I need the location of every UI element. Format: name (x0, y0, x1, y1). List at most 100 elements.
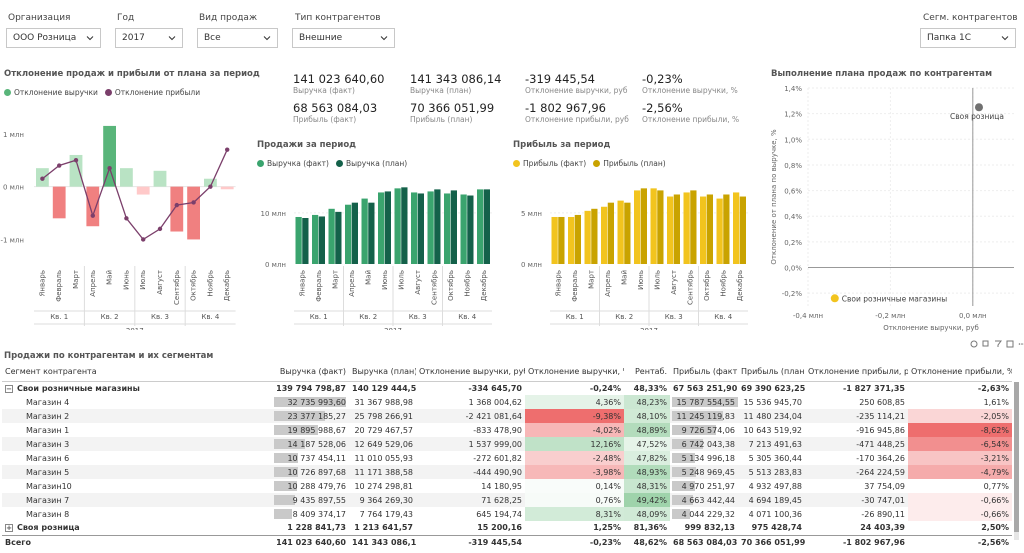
fact-bar[interactable] (361, 198, 368, 264)
table-group-row[interactable]: Всего 141 023 640,60 141 343 086,14 -319 44… (2, 535, 1012, 549)
fact-bar[interactable] (295, 216, 302, 264)
revenue-deviation-bar[interactable] (69, 154, 83, 187)
organization-dropdown[interactable]: ООО Розница (6, 28, 101, 48)
fact-bar[interactable] (601, 206, 608, 264)
profit-deviation-point[interactable] (225, 147, 230, 152)
fact-bar[interactable] (394, 188, 401, 264)
plan-bar[interactable] (739, 196, 746, 264)
revenue-deviation-bar[interactable] (187, 186, 200, 240)
scatter-point[interactable] (974, 103, 983, 112)
fact-bar[interactable] (444, 193, 451, 264)
table-row[interactable]: Магазин 7 9 435 897,55 9 364 269,30 71 628,… (2, 493, 1012, 507)
profit-deviation-point[interactable] (191, 200, 196, 205)
profit-chart[interactable]: 5 млн 0 млн Январь Февраль Март Апрель Май Июнь… (512, 170, 762, 330)
plan-bar[interactable] (351, 202, 358, 264)
plan-bar[interactable] (384, 191, 391, 264)
fact-bar[interactable] (650, 188, 657, 264)
fact-bar[interactable] (411, 192, 418, 264)
fact-bar[interactable] (634, 190, 641, 264)
fact-bar[interactable] (477, 189, 484, 264)
table-row[interactable]: Магазин 8 8 409 374,17 7 764 179,43 645 194… (2, 507, 1012, 521)
revenue-deviation-bar[interactable] (136, 186, 150, 195)
revenue-deviation-bar[interactable] (220, 186, 234, 190)
scatter-chart[interactable]: 1,4% 1,2% 1,0% 0,8% 0,6% 0,4% 0,2% 0,0% -0,2% -0,… (764, 80, 1020, 336)
plan-bar[interactable] (574, 214, 581, 264)
column-header[interactable]: Прибыль (план) (738, 362, 805, 382)
fact-bar[interactable] (667, 196, 674, 264)
table-group-row[interactable]: + Своя розница 1 228 841,73 1 213 641,57 15 … (2, 521, 1012, 535)
fact-bar[interactable] (584, 210, 591, 264)
drill-down-icon[interactable] (970, 340, 978, 348)
profit-deviation-point[interactable] (40, 176, 45, 181)
profit-deviation-point[interactable] (174, 202, 179, 208)
more-options-icon[interactable] (1018, 340, 1024, 348)
profit-deviation-point[interactable] (141, 237, 146, 242)
fact-bar[interactable] (345, 204, 352, 264)
profit-deviation-point[interactable] (73, 158, 79, 163)
fact-bar[interactable] (733, 192, 740, 264)
plan-bar[interactable] (558, 216, 565, 264)
plan-bar[interactable] (624, 202, 631, 264)
plan-bar[interactable] (723, 194, 730, 264)
table-row[interactable]: Магазин 6 10 737 454,11 11 010 055,93 -272 … (2, 451, 1012, 465)
filter-icon[interactable] (994, 340, 1002, 348)
column-header[interactable]: Отклонение прибыли, руб (805, 362, 908, 382)
table-row[interactable]: Магазин 2 23 377 185,27 25 798 266,91 -2 42… (2, 409, 1012, 423)
fact-bar[interactable] (460, 194, 467, 264)
revenue-deviation-bar[interactable] (120, 168, 133, 187)
scatter-point[interactable] (830, 294, 839, 303)
scrollbar-thumb[interactable] (1014, 382, 1019, 532)
plan-bar[interactable] (483, 189, 490, 264)
fact-bar[interactable] (683, 192, 690, 264)
focus-mode-icon[interactable] (1006, 340, 1014, 348)
plan-bar[interactable] (607, 202, 614, 264)
profit-deviation-point[interactable] (57, 163, 62, 168)
plan-bar[interactable] (401, 187, 408, 264)
column-header[interactable]: Отклонение выручки, руб (416, 362, 525, 382)
plan-bar[interactable] (467, 195, 474, 264)
fact-bar[interactable] (568, 216, 575, 264)
revenue-deviation-bar[interactable] (103, 125, 116, 187)
table-row[interactable]: Магазин 3 14 187 528,06 12 649 529,06 1 537… (2, 437, 1012, 451)
profit-deviation-point[interactable] (208, 184, 213, 189)
plan-bar[interactable] (335, 211, 342, 264)
sales-type-dropdown[interactable]: Все (197, 28, 278, 48)
sales-chart[interactable]: 10 млн 0 млн Январь Февраль Март Апрель Май Июн… (256, 170, 506, 330)
revenue-deviation-bar[interactable] (204, 178, 217, 187)
table-row[interactable]: Магазин10 10 288 479,76 10 274 298,81 14 18… (2, 479, 1012, 493)
column-header[interactable]: Выручка (план) (349, 362, 416, 382)
profit-deviation-point[interactable] (90, 213, 96, 218)
revenue-deviation-bar[interactable] (170, 186, 184, 232)
plan-bar[interactable] (640, 188, 647, 264)
fact-bar[interactable] (378, 192, 385, 264)
plan-bar[interactable] (450, 190, 457, 264)
profit-deviation-point[interactable] (157, 226, 163, 232)
column-header[interactable]: Сегмент контрагента (2, 362, 272, 382)
table-scrollbar[interactable] (1014, 382, 1019, 540)
expand-toggle-icon[interactable]: − (5, 384, 13, 393)
revenue-deviation-bar[interactable] (153, 170, 167, 187)
contractor-type-dropdown[interactable]: Внешние (292, 28, 395, 48)
plan-bar[interactable] (657, 190, 664, 264)
copy-icon[interactable] (982, 340, 990, 348)
plan-bar[interactable] (368, 202, 375, 264)
table-row[interactable]: Магазин 5 10 726 897,68 11 171 388,58 -444 … (2, 465, 1012, 479)
plan-bar[interactable] (434, 189, 441, 264)
deviation-chart[interactable]: 1 млн 0 млн -1 млн Январь Февраль Март Апрель М… (0, 100, 252, 330)
plan-bar[interactable] (591, 208, 598, 264)
revenue-deviation-bar[interactable] (86, 186, 100, 227)
table-row[interactable]: Магазин 4 32 735 993,60 31 367 988,98 1 368… (2, 395, 1012, 409)
fact-bar[interactable] (716, 198, 723, 264)
plan-bar[interactable] (690, 190, 697, 264)
table-group-row[interactable]: − Свои розничные магазины 139 794 798,87 14… (2, 381, 1012, 395)
column-header[interactable]: Отклонение прибыли, % (908, 362, 1012, 382)
revenue-deviation-bar[interactable] (52, 186, 66, 219)
plan-bar[interactable] (673, 194, 680, 264)
column-header[interactable]: Прибыль (факт) (670, 362, 738, 382)
plan-bar[interactable] (302, 218, 309, 264)
column-header[interactable]: Выручка (факт) (272, 362, 349, 382)
fact-bar[interactable] (700, 196, 707, 264)
column-header[interactable]: Рентаб. (624, 362, 670, 382)
fact-bar[interactable] (551, 216, 558, 264)
plan-bar[interactable] (318, 216, 325, 264)
